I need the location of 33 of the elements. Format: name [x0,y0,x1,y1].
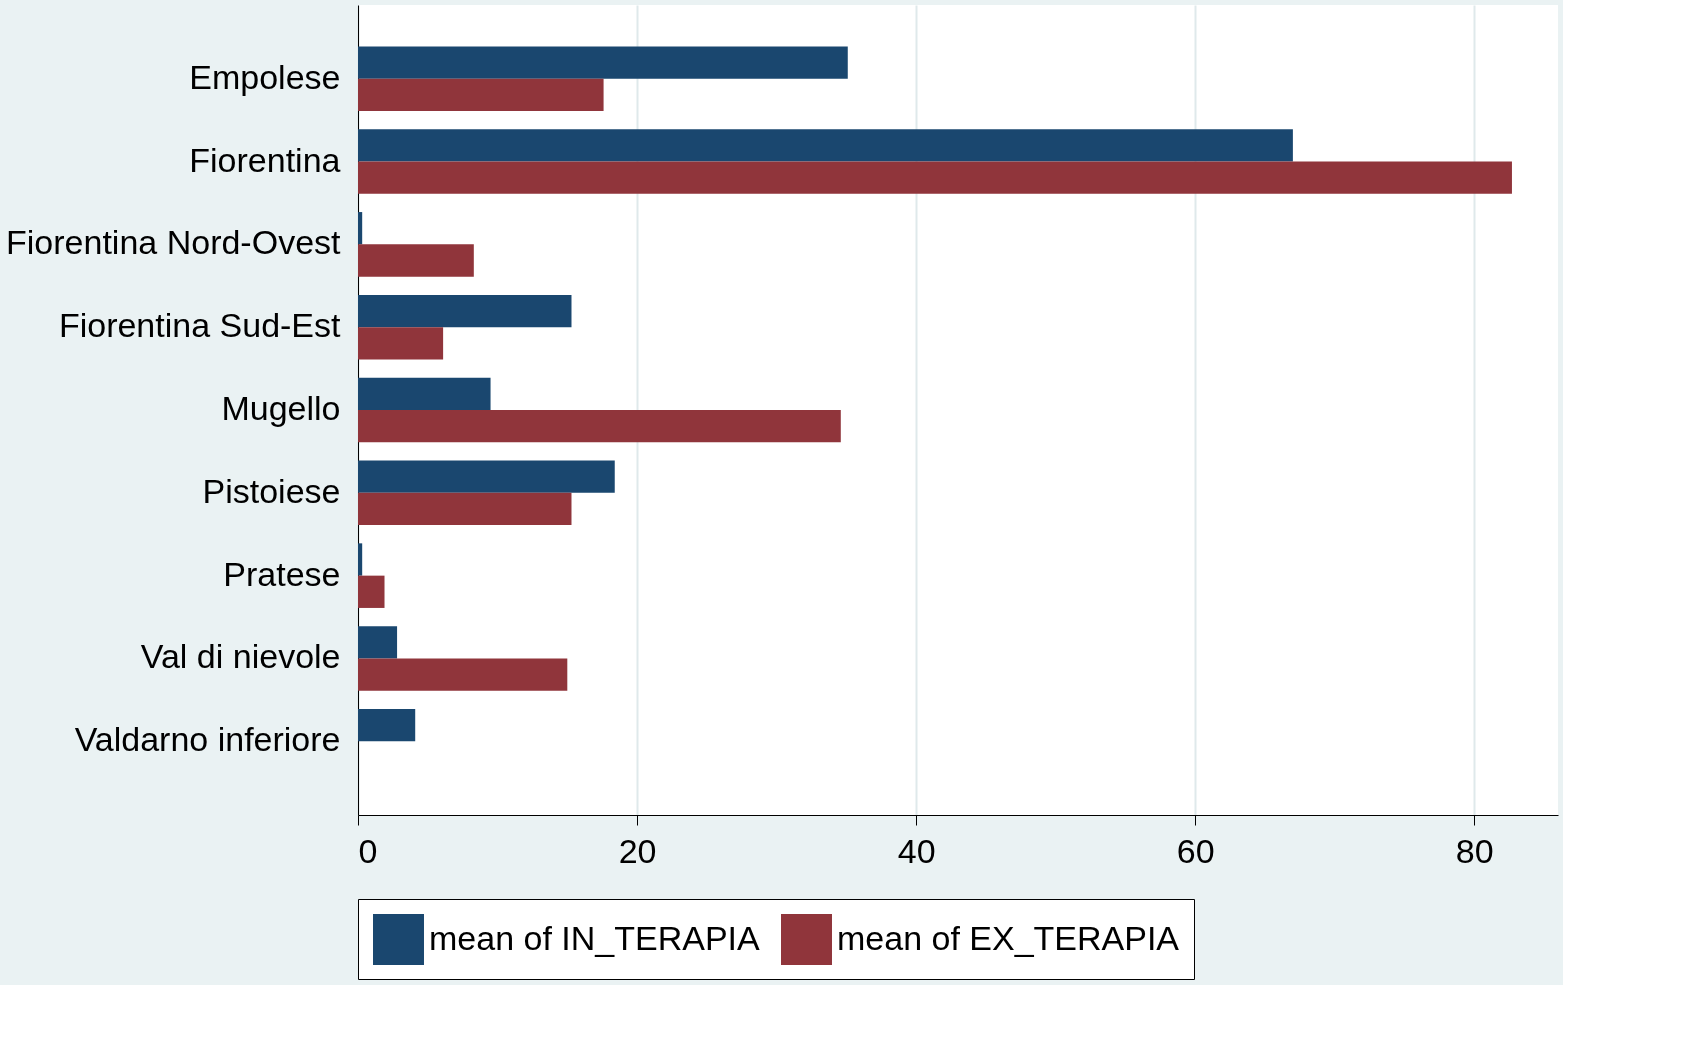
y-tick-label: Empolese [189,57,341,96]
y-tick-label: Fiorentina Nord-Ovest [6,223,342,262]
x-tick-label: 80 [1455,831,1494,870]
x-tick-label: 60 [1176,831,1215,870]
bar [358,212,363,245]
y-tick-label: Fiorentina Sud-Est [58,306,342,345]
y-tick-label: Mugello [221,389,341,427]
y-tick-label: Pistoiese [202,471,341,510]
y-tick-label: Fiorentina [189,140,341,179]
x-tick-label: 0 [358,831,378,870]
bar [358,543,363,576]
legend-label: mean of IN_TERAPIA [429,918,761,957]
legend-label: mean of EX_TERAPIA [837,918,1180,957]
bar [358,626,398,659]
y-tick-label: Pratese [223,554,341,593]
x-tick-label: 20 [618,831,657,870]
x-tick-label: 40 [897,831,936,870]
bar [358,410,841,443]
bar [358,575,385,608]
bar [358,244,474,277]
bar [358,294,572,328]
bar [358,161,1512,194]
bar [358,327,444,360]
bar [358,78,604,112]
bar [358,460,615,493]
bar [358,377,491,410]
y-tick-label: Val di nievole [140,637,341,676]
y-tick-label: Valdarno inferiore [74,720,341,759]
bar [358,129,1293,162]
bar [358,658,568,691]
bar [358,708,416,742]
bar [358,46,848,79]
bar [358,492,572,526]
